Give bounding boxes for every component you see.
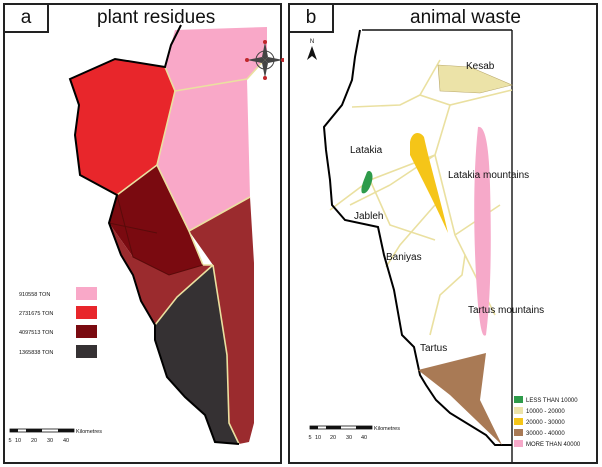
panel-title: animal waste (410, 7, 521, 28)
scale-tick: 10 (315, 435, 321, 441)
legend-swatch (514, 407, 523, 414)
panel-plant-residues: 910558 TON 2731675 TON 4097513 TON 13658… (3, 3, 284, 464)
scale-tick: 40 (63, 438, 69, 444)
region-north-east (165, 27, 267, 91)
legend-swatch (514, 396, 523, 403)
legend-label: 4097513 TON (19, 330, 53, 336)
legend-label: LESS THAN 10000 (526, 398, 578, 404)
place-baniyas: Baniyas (386, 252, 422, 263)
legend-label: 910558 TON (19, 292, 50, 298)
scale-tick: 20 (31, 438, 37, 444)
legend-label: MORE THAN 40000 (526, 442, 581, 448)
area-yellow (410, 132, 448, 233)
svg-text:N: N (310, 39, 314, 45)
region-south-east (189, 197, 254, 444)
legend-label: 1365838 TON (19, 350, 53, 356)
panel-title: plant residues (97, 7, 216, 28)
place-jableh: Jableh (354, 211, 383, 222)
scale-tick: 10 (15, 438, 21, 444)
scale-tick: 30 (47, 438, 53, 444)
region-coastal-south (109, 223, 213, 325)
scale-bar: Kilometres 5 10 20 30 40 (8, 428, 102, 444)
panel-letter: a (5, 5, 49, 33)
area-latakia-mountains (474, 126, 491, 336)
area-kesab (437, 64, 513, 94)
legend-b: LESS THAN 10000 10000 - 20000 20000 - 30… (514, 396, 581, 448)
region-east-center (157, 79, 250, 231)
region-center (109, 165, 203, 275)
scale-bar: Kilometres 5 10 20 30 40 (308, 425, 400, 441)
legend-label: 10000 - 20000 (526, 409, 565, 415)
legend-label: 20000 - 30000 (526, 420, 565, 426)
compass-rose-icon (245, 40, 284, 80)
legend-swatch (514, 429, 523, 436)
animal-waste-map: N Kesab Latakia Latakia mountains Jableh… (307, 29, 581, 462)
area-latakia (361, 171, 373, 194)
scale-tick: 5 (308, 435, 311, 441)
legend-swatch (76, 345, 97, 358)
north-arrow-icon: N (307, 39, 317, 60)
scale-tick: 30 (346, 435, 352, 441)
scale-unit: Kilometres (374, 426, 400, 432)
legend-label: 30000 - 40000 (526, 431, 565, 437)
legend-swatch (76, 287, 97, 300)
legend-swatch (514, 418, 523, 425)
place-latakia: Latakia (350, 145, 383, 156)
region-south (155, 265, 239, 444)
place-kesab: Kesab (466, 61, 495, 72)
legend-a: 910558 TON 2731675 TON 4097513 TON 13658… (19, 287, 97, 358)
coastline (68, 24, 240, 445)
region-north-west (70, 59, 175, 195)
plant-residues-map: 910558 TON 2731675 TON 4097513 TON 13658… (8, 24, 284, 445)
scale-tick: 5 (8, 438, 11, 444)
scale-tick: 40 (361, 435, 367, 441)
place-tartus-mountains: Tartus mountains (468, 305, 544, 316)
legend-swatch (514, 440, 523, 447)
place-tartus: Tartus (420, 343, 447, 354)
legend-label: 2731675 TON (19, 311, 53, 317)
area-tartus (418, 353, 502, 445)
coastline (322, 29, 512, 446)
panel-animal-waste: N Kesab Latakia Latakia mountains Jableh… (288, 3, 598, 464)
legend-swatch (76, 325, 97, 338)
scale-tick: 20 (330, 435, 336, 441)
region-divider (108, 222, 158, 234)
legend-swatch (76, 306, 97, 319)
panel-letter: b (290, 5, 334, 33)
place-latakia-mountains: Latakia mountains (448, 170, 529, 181)
scale-unit: Kilometres (76, 429, 102, 435)
